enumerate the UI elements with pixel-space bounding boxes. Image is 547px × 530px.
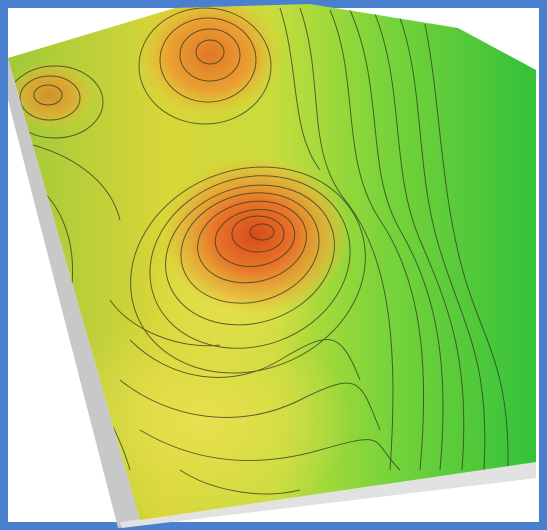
slab-bottom-edge [120,462,536,528]
